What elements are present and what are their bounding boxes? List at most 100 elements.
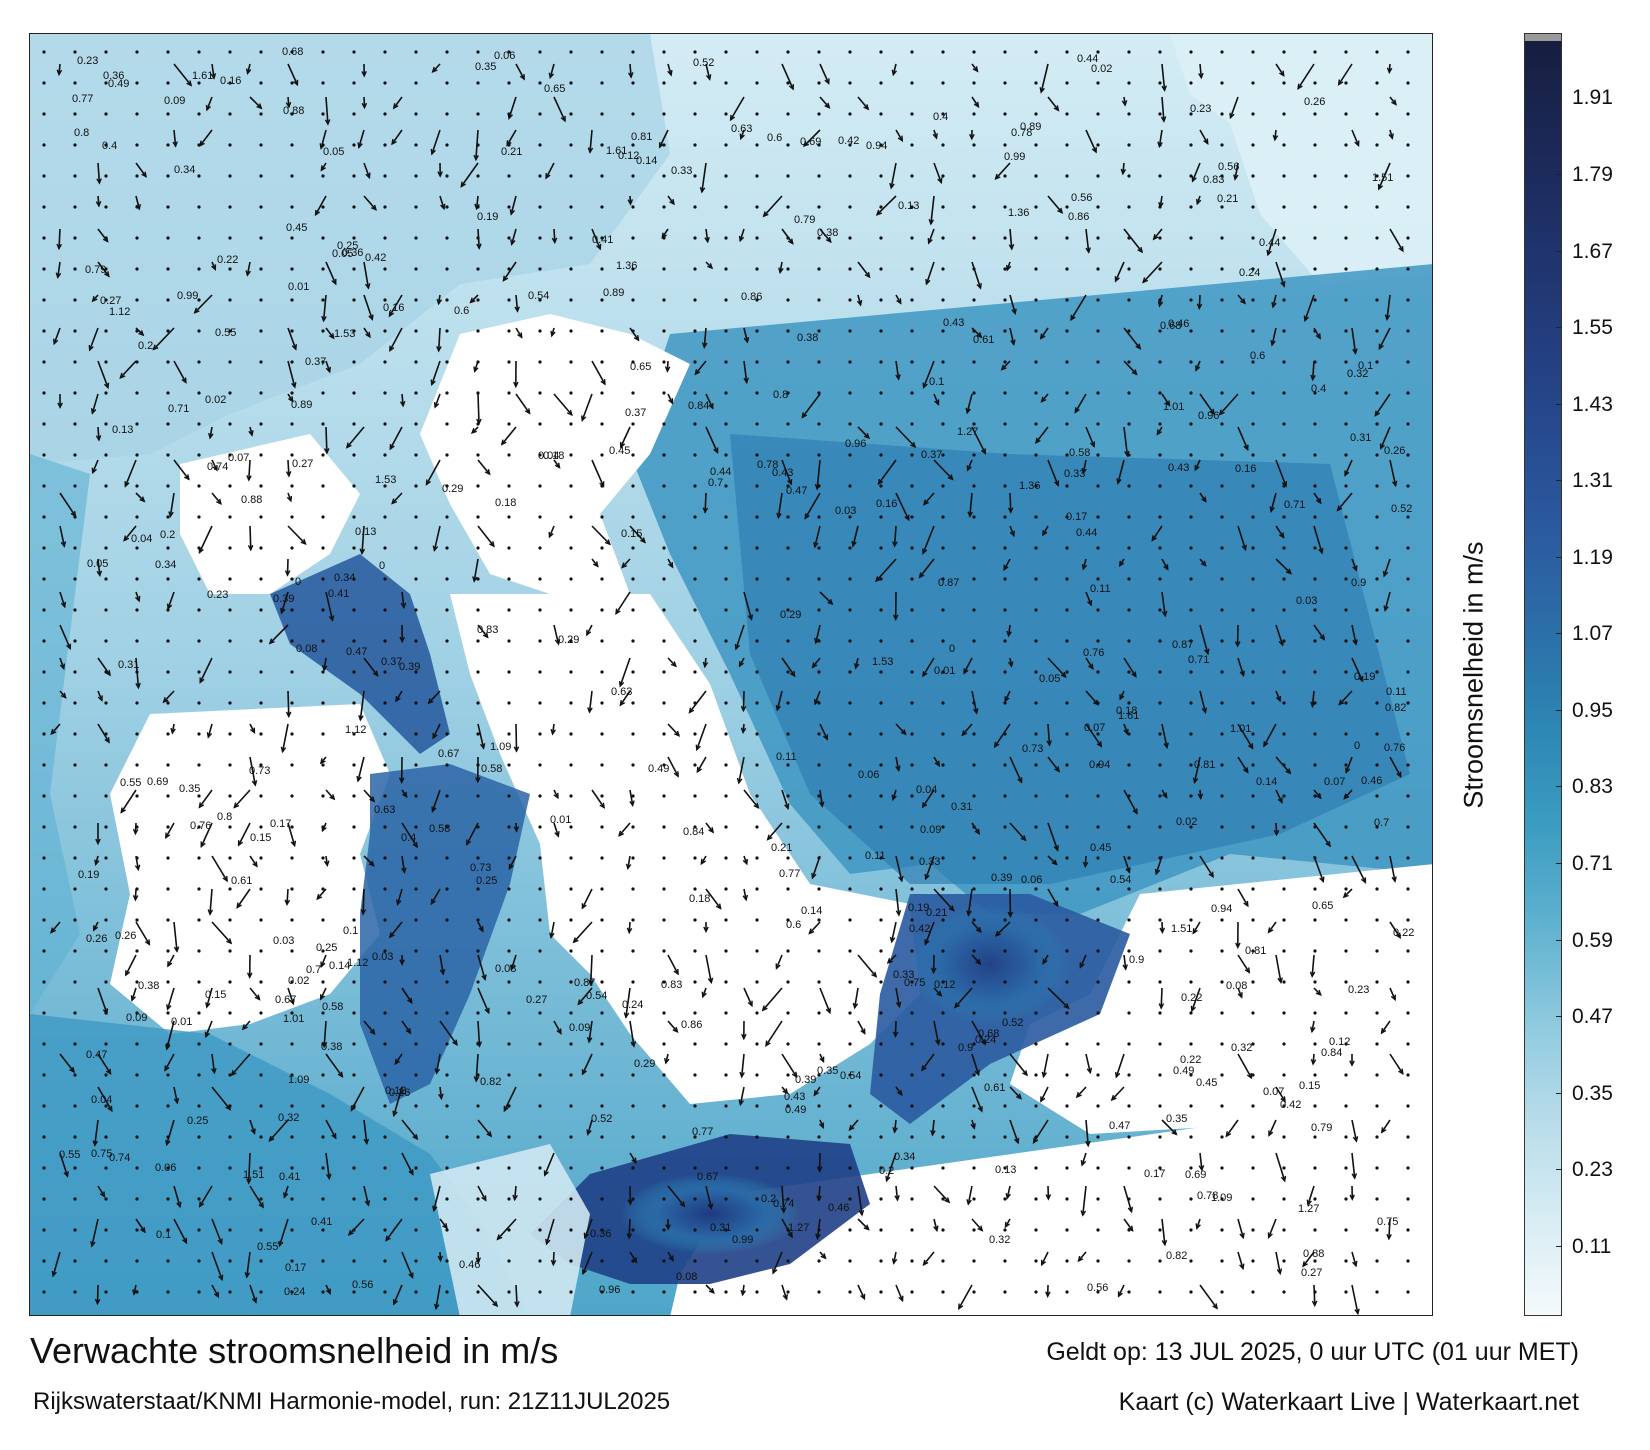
grid-dot	[1282, 577, 1286, 581]
speed-label: 0.32	[989, 1234, 1010, 1246]
speed-label: 0.54	[840, 1070, 861, 1082]
grid-dot	[879, 1197, 883, 1201]
grid-dot	[135, 639, 139, 643]
flow-arrow	[1199, 492, 1207, 503]
grid-dot	[910, 763, 914, 767]
flow-arrow	[152, 327, 175, 350]
flow-arrow-head	[437, 1255, 444, 1263]
flow-arrow	[1199, 855, 1214, 878]
flow-arrow-head	[1377, 183, 1384, 191]
grid-dot	[941, 1042, 945, 1046]
grid-dot	[910, 143, 914, 147]
grid-dot	[352, 143, 356, 147]
flow-arrow-head	[321, 825, 327, 833]
flow-arrow	[629, 789, 634, 806]
grid-dot	[848, 453, 852, 457]
flow-arrow	[876, 195, 897, 216]
flow-arrow-head	[502, 275, 509, 282]
flow-arrow	[781, 1284, 788, 1300]
flow-arrow	[620, 426, 631, 448]
grid-dot	[631, 484, 635, 488]
flow-arrow-head	[1218, 409, 1225, 416]
grid-dot	[631, 949, 635, 953]
flow-arrow-head	[1343, 793, 1350, 800]
grid-dot	[538, 1011, 542, 1015]
grid-dot	[1065, 980, 1069, 984]
flow-arrow-head	[105, 1068, 112, 1076]
flow-arrow-head	[966, 465, 972, 472]
flow-arrow-head	[877, 478, 884, 486]
grid-dot	[600, 577, 604, 581]
flow-arrow	[781, 459, 792, 485]
flow-arrow	[430, 888, 441, 905]
grid-dot	[848, 422, 852, 426]
flow-arrow-head	[553, 792, 559, 800]
flow-arrow	[918, 558, 935, 578]
grid-dot	[569, 329, 573, 333]
speed-label: 0.58	[429, 823, 450, 835]
grid-dot	[1406, 856, 1410, 860]
grid-dot	[817, 112, 821, 116]
flow-arrow-head	[357, 142, 363, 149]
grid-dot	[321, 453, 325, 457]
speed-label: 0.14	[636, 155, 657, 167]
flow-arrow	[515, 327, 523, 338]
flow-arrow-head	[331, 1133, 337, 1140]
grid-dot	[910, 949, 914, 953]
grid-dot	[662, 980, 666, 984]
flow-arrow	[1237, 657, 1245, 676]
colorbar-tick-label: 0.11	[1572, 1234, 1612, 1258]
flow-arrow-head	[922, 382, 928, 389]
speed-label: 0.41	[328, 588, 349, 600]
grid-dot	[1220, 1042, 1224, 1046]
grid-dot	[786, 267, 790, 271]
flow-arrow	[581, 393, 593, 421]
grid-dot	[445, 112, 449, 116]
grid-dot	[290, 1135, 294, 1139]
flow-arrow	[135, 1218, 146, 1233]
grid-dot	[1282, 1228, 1286, 1232]
grid-dot	[786, 484, 790, 488]
colorbar-tick-label: 0.47	[1572, 1005, 1613, 1029]
flow-arrow-head	[1127, 1206, 1134, 1214]
flow-arrow	[667, 723, 680, 737]
grid-dot	[1406, 825, 1410, 829]
speed-label: 0.05	[332, 248, 353, 260]
flow-arrow	[1381, 1119, 1391, 1133]
flow-arrow-head	[1119, 694, 1125, 701]
flow-arrow	[1267, 1218, 1277, 1238]
flow-arrow	[316, 888, 327, 900]
grid-dot	[848, 112, 852, 116]
grid-dot	[1344, 670, 1348, 674]
flow-arrow	[629, 63, 632, 78]
flow-arrow-head	[801, 412, 808, 419]
grid-dot	[1282, 856, 1286, 860]
grid-dot	[724, 763, 728, 767]
grid-dot	[569, 980, 573, 984]
flow-arrow	[1313, 525, 1323, 554]
speed-label: 0.35	[179, 783, 200, 795]
flow-arrow-head	[1278, 640, 1284, 647]
flow-arrow-head	[400, 602, 407, 610]
grid-dot	[1189, 1197, 1193, 1201]
flow-arrow-head	[433, 1303, 440, 1311]
grid-dot	[941, 391, 945, 395]
flow-arrow	[1311, 1020, 1315, 1032]
grid-dot	[879, 1166, 883, 1170]
grid-dot	[755, 980, 759, 984]
grid-dot	[817, 298, 821, 302]
flow-arrow-head	[166, 1004, 172, 1011]
grid-dot	[445, 143, 449, 147]
grid-dot	[1189, 1135, 1193, 1139]
grid-dot	[848, 608, 852, 612]
flow-arrow-head	[1075, 1091, 1082, 1099]
flow-arrow-head	[119, 372, 126, 379]
grid-dot	[42, 825, 46, 829]
grid-dot	[166, 1290, 170, 1294]
flow-arrow	[1040, 1251, 1049, 1266]
flow-arrow-head	[1209, 408, 1215, 416]
grid-dot	[42, 81, 46, 85]
flow-arrow-head	[256, 103, 263, 110]
flow-arrow	[705, 393, 714, 409]
flow-arrow	[895, 426, 916, 448]
